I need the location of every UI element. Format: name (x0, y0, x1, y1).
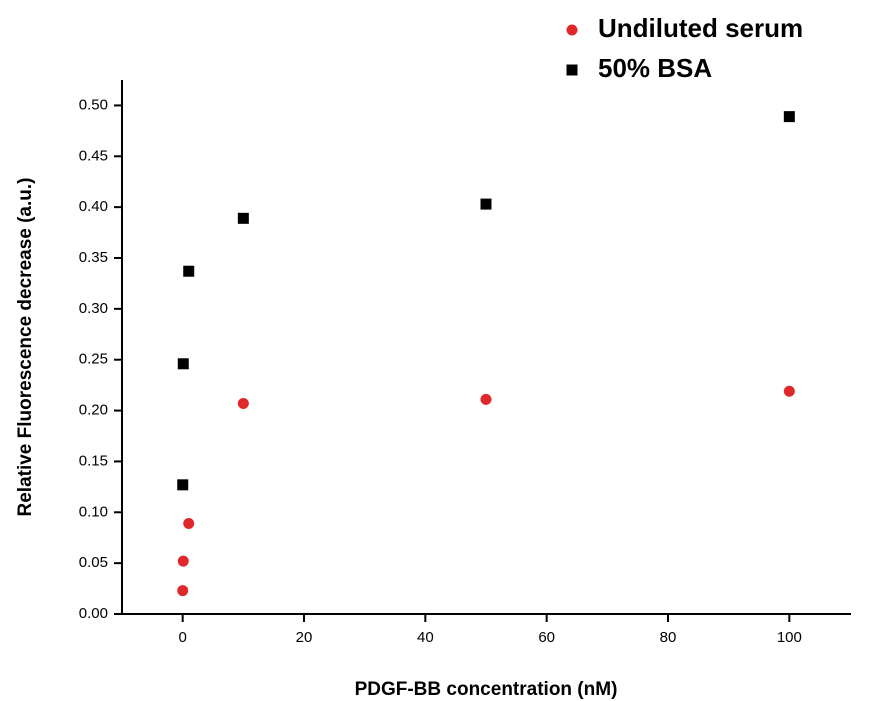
x-tick-label: 0 (178, 629, 186, 646)
y-tick-label: 0.40 (79, 198, 108, 215)
point (783, 385, 795, 397)
y-tick-label: 0.50 (79, 96, 108, 113)
legend-marker (566, 24, 578, 36)
point (177, 479, 189, 491)
point (783, 111, 795, 123)
x-tick-label: 20 (296, 629, 313, 646)
y-tick-label: 0.20 (79, 402, 108, 419)
x-tick-label: 60 (538, 629, 555, 646)
legend-label: Undiluted serum (598, 13, 803, 43)
y-tick-label: 0.35 (79, 249, 108, 266)
point (480, 393, 492, 405)
y-axis-title: Relative Fluorescence decrease (a.u.) (15, 178, 36, 517)
point (480, 198, 492, 210)
x-tick-label: 40 (417, 629, 434, 646)
point (177, 555, 189, 567)
x-tick-label: 100 (777, 629, 802, 646)
point (183, 265, 195, 277)
x-tick-label: 80 (660, 629, 677, 646)
y-tick-label: 0.45 (79, 147, 108, 164)
y-tick-label: 0.00 (79, 605, 108, 622)
point (237, 212, 249, 224)
point (177, 585, 189, 597)
point (177, 358, 189, 370)
point (237, 397, 249, 409)
y-tick-label: 0.15 (79, 452, 108, 469)
x-axis-title: PDGF-BB concentration (nM) (355, 679, 618, 700)
legend-label: 50% BSA (598, 53, 712, 83)
y-tick-label: 0.25 (79, 351, 108, 368)
point (183, 517, 195, 529)
legend-marker (566, 64, 578, 76)
y-tick-label: 0.05 (79, 554, 108, 571)
y-tick-label: 0.30 (79, 300, 108, 317)
y-tick-label: 0.10 (79, 503, 108, 520)
